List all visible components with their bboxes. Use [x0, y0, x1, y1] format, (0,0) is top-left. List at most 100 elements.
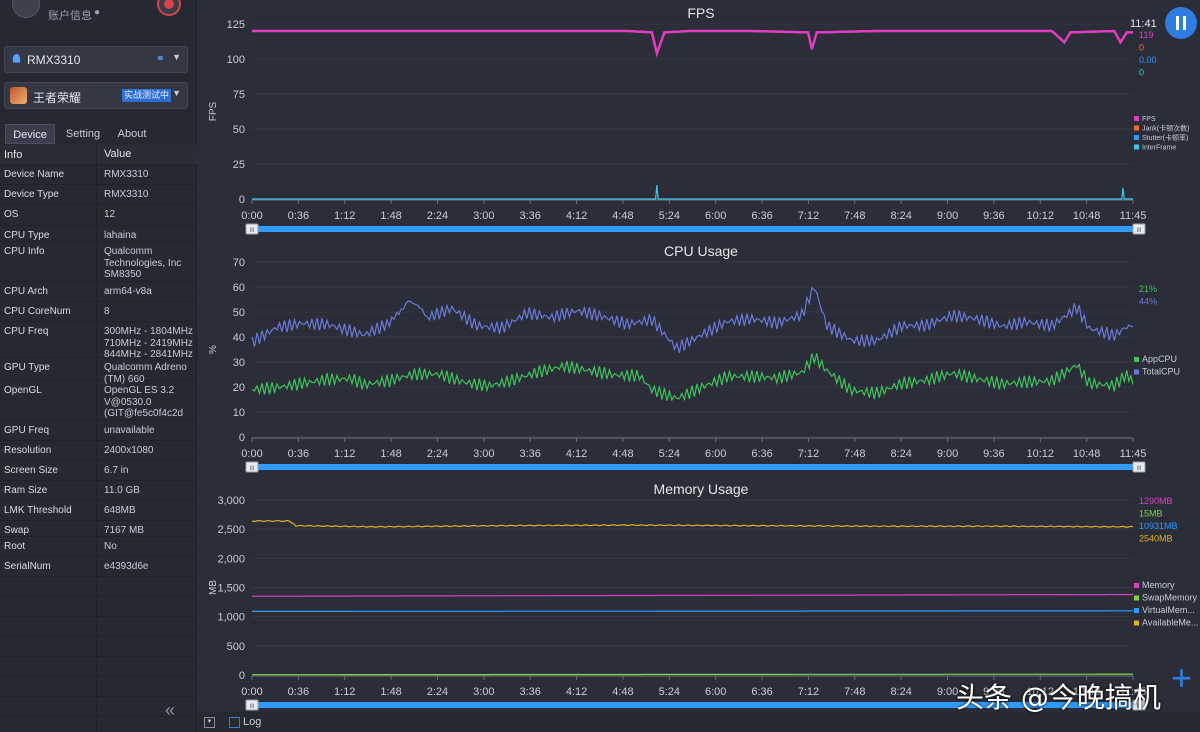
tab-setting[interactable]: Setting: [65, 128, 101, 140]
table-row: Device Type RMX3310: [0, 185, 197, 205]
x-tick-label: 9:00: [937, 448, 958, 460]
x-tick-label: 3:00: [473, 686, 494, 698]
legend-swatch: [1134, 608, 1139, 613]
info-value: arm64-v8a: [104, 286, 152, 297]
add-chart-icon[interactable]: +: [1171, 657, 1193, 698]
legend-label: Memory: [1142, 580, 1175, 590]
table-row: [0, 577, 197, 597]
legend-label: AvailableMe...: [1142, 618, 1198, 628]
chart-title: FPS: [687, 5, 714, 21]
table-row: CPU Info Qualcomm Technologies, Inc SM835…: [0, 242, 197, 282]
info-key: CPU CoreNum: [4, 306, 71, 317]
record-button[interactable]: [157, 0, 181, 16]
x-tick-label: 11:45: [1120, 448, 1147, 460]
slider-handle-grip: III: [249, 704, 254, 710]
tab-device[interactable]: Device: [5, 124, 55, 144]
table-row: OS 12: [0, 205, 197, 226]
slider-handle: [1132, 699, 1146, 711]
legend-swatch: [1134, 144, 1139, 150]
column-divider: [96, 145, 97, 732]
x-tick-label: 6:36: [751, 210, 772, 222]
collapse-sidebar-icon[interactable]: «: [165, 700, 176, 720]
info-key: Ram Size: [4, 485, 48, 496]
info-key: LMK Threshold: [4, 505, 72, 516]
android-icon: [12, 53, 21, 63]
table-row: [0, 677, 197, 697]
legend-swatch: [1134, 125, 1139, 131]
info-value: 8: [104, 306, 110, 317]
x-tick-label: 6:00: [705, 448, 726, 460]
series-line-interframe: [252, 184, 1133, 200]
x-tick-label: 10:48: [1073, 448, 1101, 460]
log-label: Log: [243, 716, 262, 728]
device-select[interactable]: RMX3310 ⚭ ▼: [4, 46, 188, 73]
y-tick-label: 60: [233, 282, 245, 294]
x-tick-label: 0:00: [241, 686, 262, 698]
x-tick-label: 9:00: [937, 686, 958, 698]
slider-handle-grip: III: [1136, 228, 1141, 234]
x-tick-label: 3:36: [519, 686, 540, 698]
x-tick-label: 10:48: [1073, 210, 1101, 222]
info-key: GPU Type: [4, 362, 50, 373]
info-value: OpenGL ES 3.2 V@0530.0 (GIT@fe5c0f4c2d: [104, 385, 184, 419]
log-checkbox[interactable]: [229, 717, 240, 728]
link-icon[interactable]: ⚭: [155, 53, 165, 65]
x-tick-label: 11:45: [1120, 686, 1147, 698]
info-key: SerialNum: [4, 561, 51, 572]
avatar[interactable]: [12, 0, 40, 18]
pause-button[interactable]: [1165, 7, 1197, 39]
y-tick-label: 40: [233, 332, 245, 344]
info-value: 11.0 GB: [104, 485, 140, 496]
x-tick-label: 7:12: [798, 686, 819, 698]
current-value: 0.00: [1139, 55, 1157, 65]
x-tick-label: 6:36: [751, 686, 772, 698]
x-tick-label: 8:24: [890, 210, 911, 222]
info-value: unavailable: [104, 425, 155, 436]
x-tick-label: 3:00: [473, 210, 494, 222]
y-tick-label: 100: [227, 54, 245, 66]
legend-swatch: [1134, 369, 1139, 375]
x-tick-label: 11:45: [1120, 210, 1147, 222]
info-value: 12: [104, 209, 116, 220]
current-value: 1290MB: [1139, 496, 1173, 506]
x-tick-label: 2:24: [427, 686, 448, 698]
x-tick-label: 0:00: [241, 210, 262, 222]
x-tick-label: 0:36: [288, 686, 309, 698]
x-tick-label: 7:48: [844, 686, 865, 698]
slider-handle-grip: III: [249, 466, 254, 472]
x-tick-label: 7:12: [798, 448, 819, 460]
tab-about[interactable]: About: [117, 128, 147, 140]
account-bar: 账户信息 ●: [0, 0, 197, 26]
info-key: GPU Freq: [4, 425, 50, 436]
x-tick-label: 4:12: [566, 686, 587, 698]
chart-memory-usage: Memory Usage MB 0 500 1,000 1,500 2,000 2,500 3,…: [208, 481, 1198, 711]
table-row: [0, 597, 197, 617]
info-value: 6.7 in: [104, 465, 129, 476]
table-row: CPU CoreNum 8: [0, 302, 197, 322]
series-line-memory: [251, 593, 1133, 597]
info-value: 7167 MB: [104, 525, 145, 536]
info-value: No: [104, 541, 117, 552]
series-line-virtualmem: [252, 610, 1133, 613]
series-line-appcpu: [251, 353, 1134, 402]
expand-log-button[interactable]: ▼: [204, 717, 215, 728]
account-label[interactable]: 账户信息: [48, 10, 92, 22]
table-row: [0, 697, 197, 717]
x-tick-label: 9:00: [937, 210, 958, 222]
slider-handle: [245, 223, 259, 235]
legend-label: InterFrame: [1142, 145, 1176, 152]
x-tick-label: 7:12: [798, 210, 819, 222]
test-status-badge: 实战测试中: [122, 89, 172, 102]
current-value: 44%: [1139, 297, 1157, 307]
device-select-label: RMX3310: [27, 53, 81, 67]
app-select[interactable]: 王者荣耀 实战测试中 ▼: [4, 82, 188, 109]
app-select-label: 王者荣耀: [33, 91, 82, 105]
sidebar-tabs: Device Setting About: [4, 124, 194, 144]
info-value: e4393d6e: [104, 561, 149, 572]
x-tick-label: 6:36: [751, 448, 772, 460]
info-value: RMX3310: [104, 189, 149, 200]
y-axis-label: MB: [208, 580, 219, 595]
legend-label: Jank(卡顿次数): [1142, 124, 1189, 133]
legend-swatch: [1134, 135, 1139, 140]
series-line-swapmemory: [252, 673, 1133, 676]
